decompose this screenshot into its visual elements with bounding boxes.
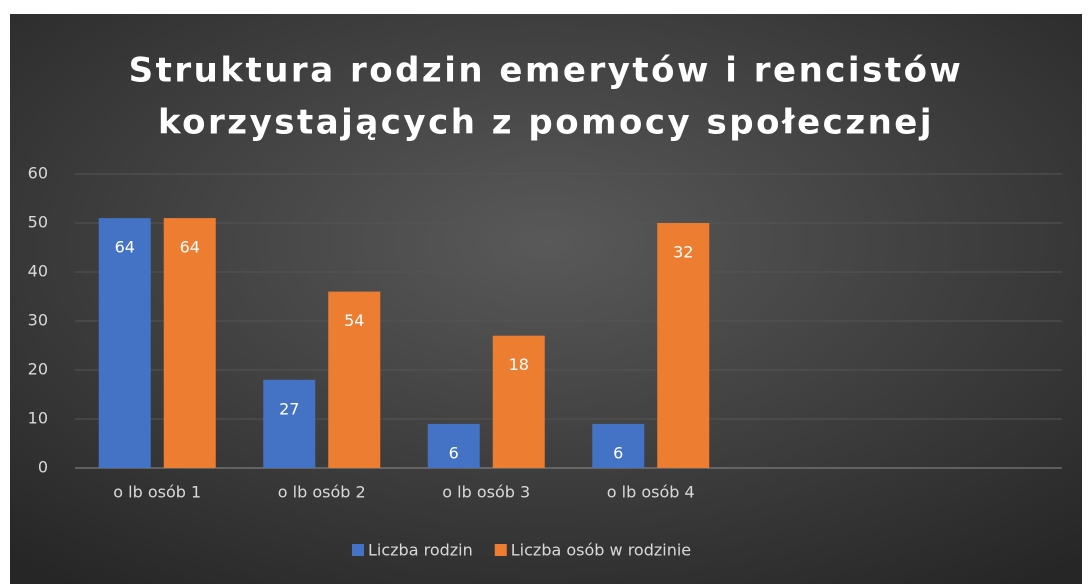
y-tick-label: 60 xyxy=(28,164,48,183)
y-tick-label: 30 xyxy=(28,311,48,330)
data-label: 32 xyxy=(673,243,693,262)
x-tick-label: o lb osób 3 xyxy=(442,483,530,502)
legend-swatch xyxy=(494,544,507,556)
data-label: 6 xyxy=(449,443,459,462)
data-label: 64 xyxy=(115,238,135,257)
data-label: 18 xyxy=(509,355,529,374)
data-label: 54 xyxy=(344,311,364,330)
chart-title: Struktura rodzin emerytów i rencistów xyxy=(129,51,964,91)
chart-title: korzystających z pomocy społecznej xyxy=(158,103,934,143)
legend-label: Liczba osób w rodzinie xyxy=(511,541,691,560)
y-tick-label: 10 xyxy=(28,409,48,428)
bar xyxy=(263,379,316,468)
x-tick-label: o lb osób 4 xyxy=(607,483,695,502)
legend-label: Liczba rodzin xyxy=(368,541,473,560)
legend-swatch xyxy=(352,544,364,556)
bar xyxy=(163,218,216,468)
bar xyxy=(657,223,710,468)
y-tick-label: 20 xyxy=(28,360,48,379)
y-tick-label: 50 xyxy=(28,213,48,232)
bar xyxy=(592,423,645,468)
y-tick-label: 40 xyxy=(28,262,48,281)
data-label: 64 xyxy=(180,238,200,257)
y-tick-label: 0 xyxy=(38,458,48,477)
data-label: 6 xyxy=(613,443,623,462)
data-label: 27 xyxy=(279,399,299,418)
bar xyxy=(492,335,545,468)
bar xyxy=(98,218,151,468)
x-tick-label: o lb osób 1 xyxy=(113,483,201,502)
bar xyxy=(427,423,480,468)
x-tick-label: o lb osób 2 xyxy=(278,483,366,502)
bar xyxy=(328,291,381,468)
